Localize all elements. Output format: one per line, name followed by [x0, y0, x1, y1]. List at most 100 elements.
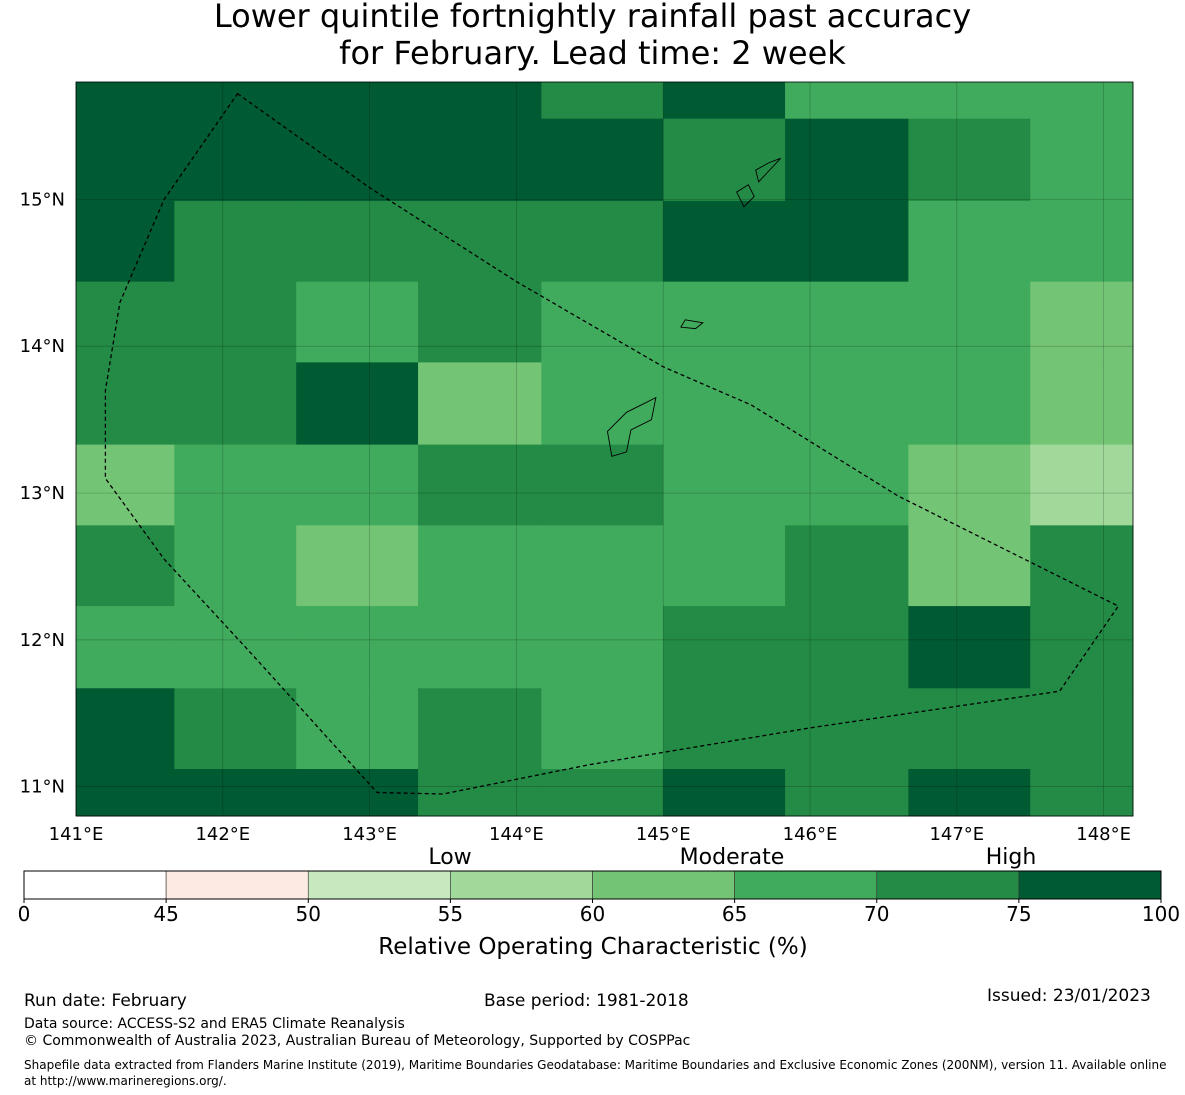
colorbar-tick-label: 50 [296, 902, 321, 926]
grid-cell [174, 444, 297, 526]
grid-cell [76, 769, 175, 817]
grid-cell [541, 281, 664, 363]
grid-cell [76, 444, 175, 526]
latitude-label: 11°N [20, 777, 65, 798]
grid-cell [1030, 444, 1134, 526]
colorbar-tick-label: 55 [438, 902, 463, 926]
grid-cell [663, 281, 786, 363]
grid-cell [418, 118, 542, 202]
grid-cell [785, 200, 909, 283]
grid-cell [785, 281, 909, 363]
grid-cell [785, 769, 909, 817]
grid-cell [418, 606, 542, 689]
grid-cell [1030, 362, 1134, 446]
grid-cell [174, 118, 297, 202]
grid-cell [76, 525, 175, 607]
grid-cell [76, 200, 175, 283]
grid-cell [296, 444, 419, 526]
grid-cell [296, 281, 419, 363]
grid-cell [174, 82, 297, 120]
grid-cell [174, 281, 297, 363]
grid-cell [785, 688, 909, 770]
grid-cell [541, 362, 664, 446]
latitude-label: 12°N [20, 630, 65, 651]
grid-cell [663, 606, 786, 689]
grid-cell [785, 118, 909, 202]
legend: Low Moderate High 0 45 50 55 60 65 70 75 100 Rel… [18, 845, 1180, 960]
colorbar-bin [876, 870, 1020, 900]
rainfall-accuracy-grid [76, 82, 1134, 817]
grid-cell [908, 769, 1031, 817]
longitude-label: 143°E [342, 824, 397, 845]
grid-cell [663, 82, 786, 120]
grid-cell [1030, 606, 1134, 689]
grid-cell [908, 688, 1031, 770]
grid-cell [541, 444, 664, 526]
grid-cell [785, 606, 909, 689]
grid-cell [663, 769, 786, 817]
grid-cell [174, 769, 297, 817]
run-date: Run date: February [24, 991, 187, 1011]
eez-boundary [104, 92, 1120, 795]
grid-cell [76, 688, 175, 770]
grid-cell [174, 688, 297, 770]
island-coastline [606, 396, 657, 457]
colorbar-bin [23, 870, 167, 900]
colorbar-bin [1018, 870, 1162, 900]
grid-cell [908, 525, 1031, 607]
grid-cell [541, 769, 664, 817]
latitude-labels: 15°N 14°N 13°N 12°N 11°N [20, 189, 65, 797]
grid-cell [296, 362, 419, 446]
colorbar-ticks: 0 45 50 55 60 65 70 75 100 [18, 899, 1180, 926]
grid-cell [541, 606, 664, 689]
grid-cell [1030, 118, 1134, 202]
grid-cell [1030, 688, 1134, 770]
grid-cell [296, 118, 419, 202]
longitude-label: 148°E [1076, 824, 1131, 845]
colorbar-tick-label: 100 [1142, 902, 1180, 926]
grid-cell [663, 525, 786, 607]
grid-cell [908, 362, 1031, 446]
grid-cell [418, 200, 542, 283]
colorbar-tick-label: 70 [864, 902, 889, 926]
grid-cell [76, 82, 175, 120]
island-coastline [736, 184, 755, 208]
grid-cell [76, 281, 175, 363]
colorbar-bin [307, 870, 451, 900]
latitude-label: 15°N [20, 189, 65, 210]
grid-cell [908, 281, 1031, 363]
legend-category-moderate: Moderate [680, 845, 785, 870]
coastlines [606, 157, 781, 457]
longitude-label: 145°E [636, 824, 691, 845]
colorbar-axis-label: Relative Operating Characteristic (%) [378, 934, 807, 960]
colorbar-bin [734, 870, 878, 900]
grid-cell [296, 606, 419, 689]
grid-cell [296, 82, 419, 120]
legend-category-high: High [986, 845, 1037, 870]
copyright-notice: © Commonwealth of Australia 2023, Austra… [24, 1033, 691, 1049]
longitude-label: 146°E [783, 824, 838, 845]
colorbar-tick-label: 65 [722, 902, 747, 926]
latitude-label: 14°N [20, 336, 65, 357]
colorbar-bin [592, 870, 735, 900]
grid-cell [663, 200, 786, 283]
grid-cell [908, 200, 1031, 283]
grid-cell [418, 688, 542, 770]
grid-cell [908, 82, 1031, 120]
grid-cell [76, 118, 175, 202]
grid-cell [785, 525, 909, 607]
grid-cell [418, 281, 542, 363]
grid-cell [418, 362, 542, 446]
longitude-label: 144°E [489, 824, 544, 845]
grid-cell [785, 82, 909, 120]
grid-cell [541, 688, 664, 770]
grid-cell [541, 200, 664, 283]
grid-cell [1030, 281, 1134, 363]
grid-cell [1030, 525, 1134, 607]
grid-cell [541, 82, 664, 120]
grid-cell [541, 525, 664, 607]
grid-cell [1030, 200, 1134, 283]
grid-cell [76, 362, 175, 446]
base-period: Base period: 1981-2018 [484, 991, 689, 1011]
chart-title-line-2: for February. Lead time: 2 week [339, 34, 846, 72]
